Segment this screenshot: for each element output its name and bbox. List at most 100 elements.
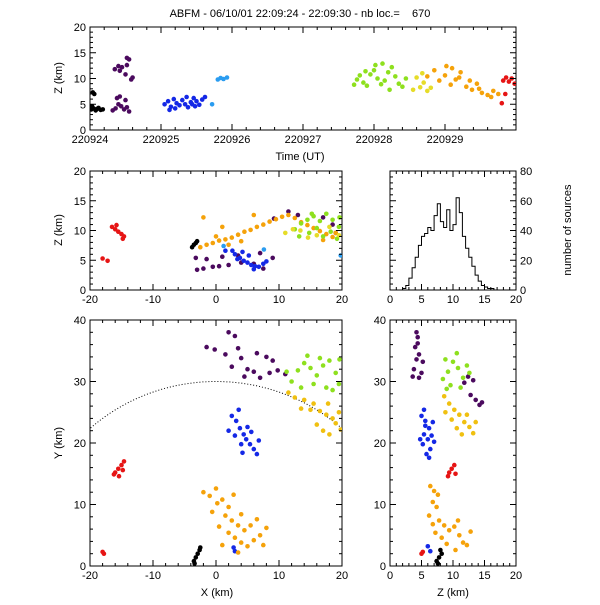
x-axis-label: Z (km) xyxy=(437,587,469,599)
data-point xyxy=(279,214,285,220)
data-point xyxy=(311,401,316,406)
data-point xyxy=(506,79,512,84)
data-point xyxy=(105,258,110,264)
data-point xyxy=(119,462,124,468)
data-point xyxy=(334,236,340,242)
data-point xyxy=(298,406,304,411)
data-point xyxy=(238,441,244,447)
data-point xyxy=(473,397,479,403)
data-point xyxy=(172,106,178,111)
data-point xyxy=(361,80,366,85)
data-point xyxy=(261,261,266,267)
data-point xyxy=(261,222,266,227)
data-point xyxy=(201,215,206,220)
y-tick-label: 10 xyxy=(374,500,386,512)
x-tick-label: 20 xyxy=(510,570,522,582)
data-point xyxy=(256,438,262,443)
data-point xyxy=(249,429,254,435)
y-axis-label: Z (km) xyxy=(53,214,65,246)
y-tick-label: 60 xyxy=(520,196,532,208)
data-point xyxy=(351,82,357,87)
data-point xyxy=(317,218,323,224)
data-point xyxy=(443,357,448,362)
data-point xyxy=(124,105,130,110)
data-point xyxy=(468,529,473,534)
data-point xyxy=(454,350,460,356)
data-point xyxy=(298,385,304,390)
data-point xyxy=(221,243,226,249)
data-point xyxy=(116,229,121,234)
data-point xyxy=(432,68,437,73)
data-point xyxy=(286,390,291,395)
data-point xyxy=(213,234,219,239)
y-tick-label: 15 xyxy=(74,48,86,60)
data-point xyxy=(251,212,257,218)
data-point xyxy=(257,375,263,381)
data-point xyxy=(458,70,463,75)
data-point xyxy=(236,407,241,413)
plot-frame xyxy=(389,319,517,567)
data-point xyxy=(415,341,421,346)
data-point xyxy=(464,363,470,368)
y-tick-label: 20 xyxy=(520,255,532,267)
data-point xyxy=(251,266,257,272)
data-point xyxy=(275,368,281,373)
y-tick-label: 10 xyxy=(74,226,86,238)
data-point xyxy=(223,237,228,242)
data-point xyxy=(171,96,177,102)
data-point xyxy=(320,428,326,434)
data-point xyxy=(336,410,342,415)
data-layer xyxy=(90,330,342,566)
y-tick-label: 20 xyxy=(74,166,86,178)
data-point xyxy=(117,94,123,99)
data-point xyxy=(333,230,339,236)
data-point xyxy=(371,68,377,73)
y-tick-label: 20 xyxy=(374,438,386,450)
y-tick-label: 80 xyxy=(520,166,532,178)
data-point xyxy=(479,90,485,96)
data-point xyxy=(452,462,457,468)
data-point xyxy=(436,555,442,560)
data-point xyxy=(121,459,127,464)
data-point xyxy=(215,501,220,506)
data-layer xyxy=(402,197,495,290)
data-point xyxy=(414,357,419,362)
data-point xyxy=(216,524,222,529)
data-point xyxy=(428,446,433,452)
data-point xyxy=(123,97,128,103)
x-tick-label: 220927 xyxy=(285,134,322,146)
y-tick-label: 0 xyxy=(380,561,386,573)
data-point xyxy=(126,109,132,114)
data-point xyxy=(286,209,291,214)
data-point xyxy=(441,523,447,528)
plot-frame xyxy=(89,319,343,567)
data-point xyxy=(499,100,505,106)
data-point xyxy=(426,425,432,431)
x-tick-label: 15 xyxy=(478,294,490,306)
data-point xyxy=(226,330,231,335)
data-point xyxy=(393,74,398,79)
y-tick-label: 40 xyxy=(374,315,386,327)
data-point xyxy=(116,466,121,472)
data-point xyxy=(437,78,442,83)
data-point xyxy=(460,540,466,545)
x-tick-label: -20 xyxy=(82,570,98,582)
data-point xyxy=(449,466,455,472)
data-point xyxy=(324,211,329,217)
data-point xyxy=(232,433,238,438)
data-point xyxy=(438,547,443,553)
y-tick-label: 5 xyxy=(80,99,86,111)
data-point xyxy=(470,378,476,383)
panel-z-y-view: 0 5 10 15 20 0 10 20 30 40 Z (km) xyxy=(374,315,522,599)
data-point xyxy=(333,421,339,426)
data-point xyxy=(473,419,479,425)
data-point xyxy=(233,418,239,424)
data-point xyxy=(202,94,208,100)
data-point xyxy=(231,492,236,498)
data-point xyxy=(223,248,228,253)
data-point xyxy=(229,235,235,240)
data-point xyxy=(261,266,266,271)
data-point xyxy=(425,437,431,442)
data-point xyxy=(223,352,228,357)
